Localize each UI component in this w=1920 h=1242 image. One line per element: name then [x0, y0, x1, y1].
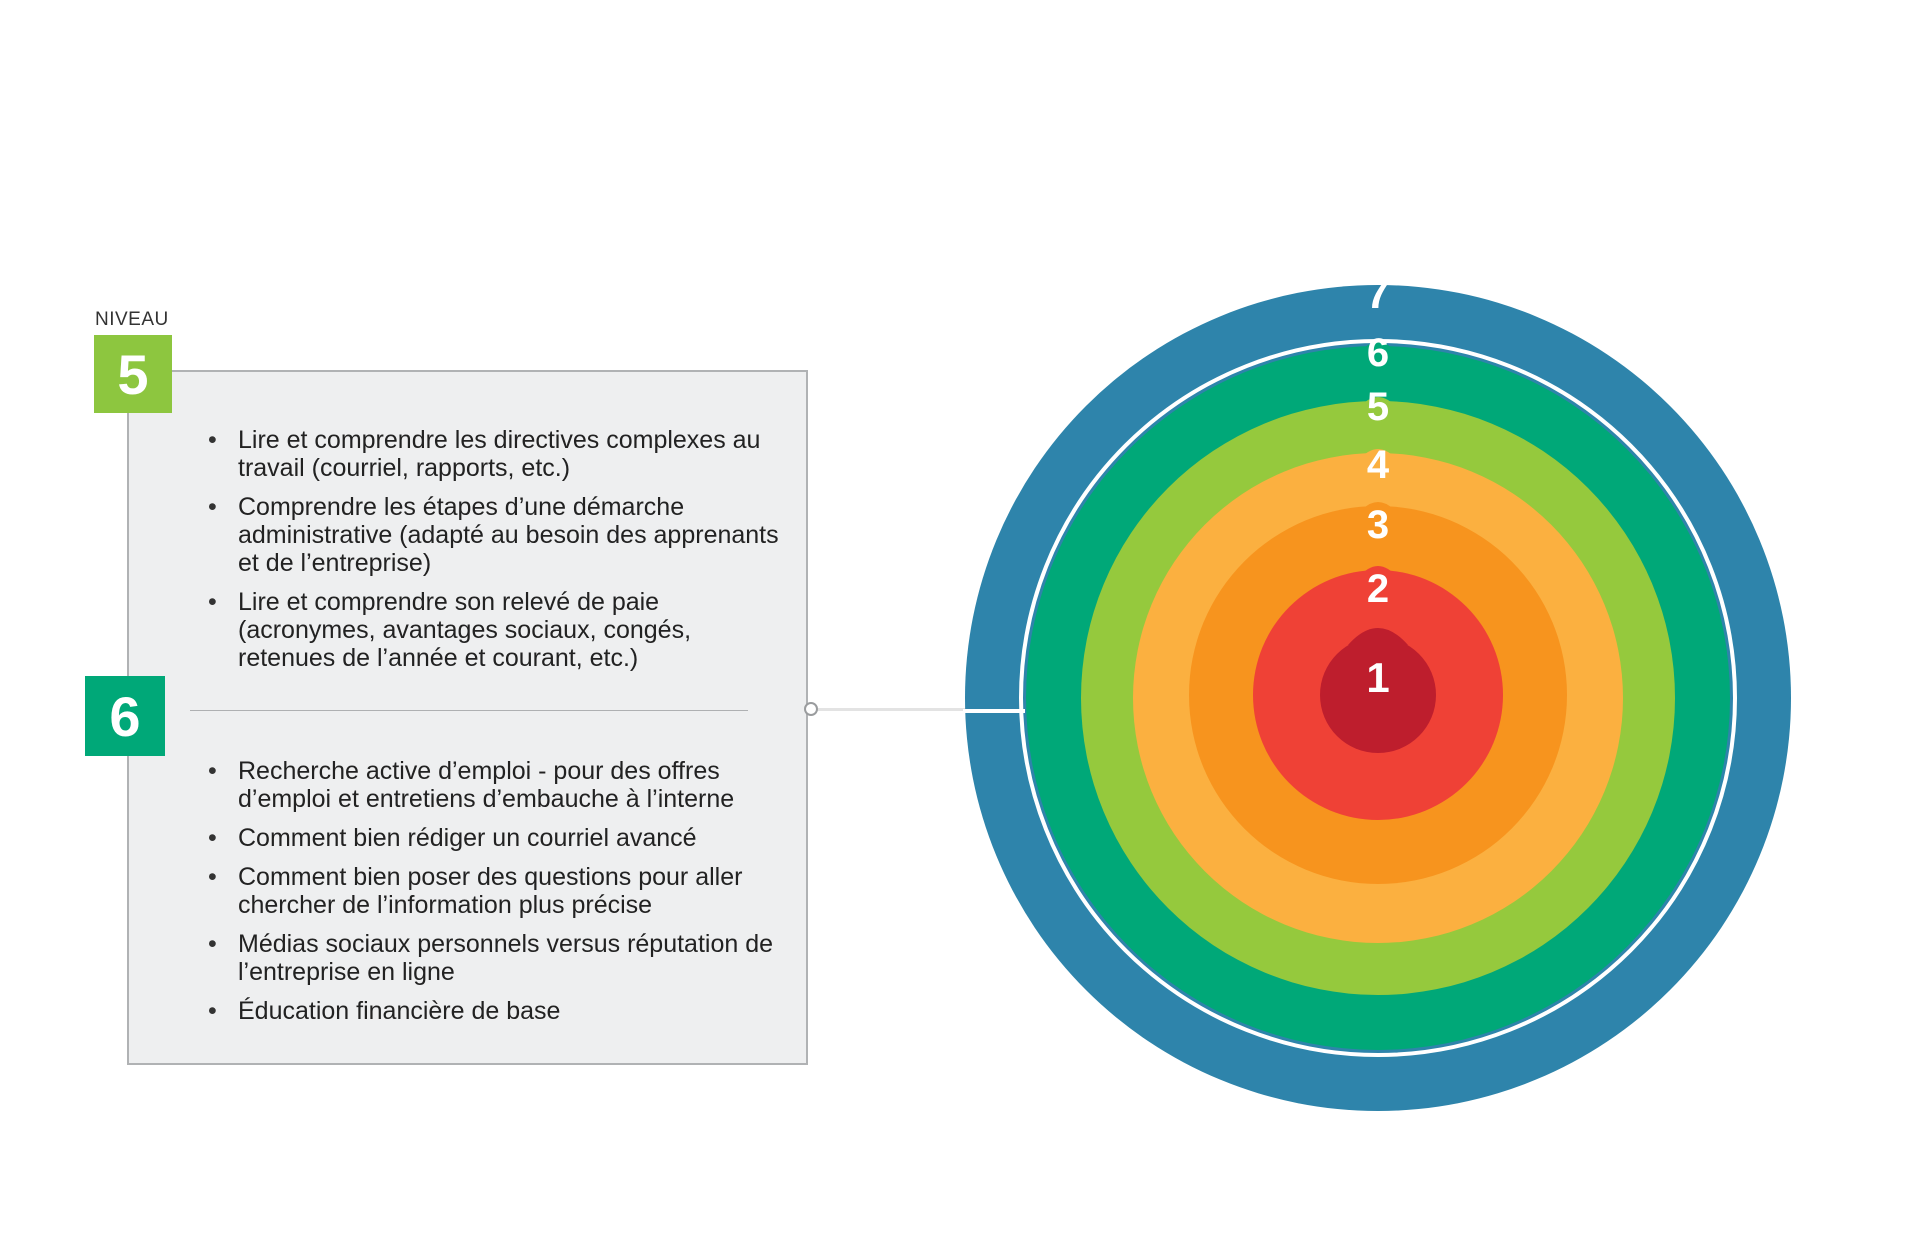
ring-label-6: 6 — [1367, 331, 1389, 375]
ring-level-1 — [1320, 637, 1436, 753]
ring-label-2: 2 — [1367, 567, 1389, 611]
list-item: Lire et comprendre les directives comple… — [200, 426, 790, 482]
list-item: Éducation financière de base — [200, 997, 790, 1025]
list-item: Lire et comprendre son relevé de paie (a… — [200, 588, 790, 672]
niveau-label: NIVEAU — [95, 309, 169, 330]
level-6-badge: 6 — [85, 676, 165, 756]
ring-pointer-2 — [1358, 566, 1398, 578]
level-5-badge: 5 — [94, 335, 172, 413]
level-divider — [190, 710, 748, 711]
level-6-list: Recherche active d’emploi - pour des off… — [200, 757, 790, 1036]
ring-label-7: 7 — [1366, 269, 1390, 318]
list-item: Comment bien poser des questions pour al… — [200, 863, 790, 919]
ring-pointer-3 — [1358, 502, 1398, 514]
list-item: Comprendre les étapes d’une démarche adm… — [200, 493, 790, 577]
ring-pointer-4 — [1358, 449, 1398, 461]
level-5-list: Lire et comprendre les directives comple… — [200, 426, 790, 683]
list-item: Médias sociaux personnels versus réputat… — [200, 930, 790, 986]
list-item: Comment bien rédiger un courriel avancé — [200, 824, 790, 852]
connector-line — [817, 708, 1023, 711]
ring-label-5: 5 — [1367, 385, 1389, 429]
connector-dot — [804, 702, 818, 716]
ring-connector-tick — [963, 709, 1025, 713]
ring-pointer-6 — [1358, 342, 1398, 354]
ring-label-4: 4 — [1367, 443, 1390, 487]
ring-pointer-5 — [1358, 397, 1398, 409]
ring-label-1: 1 — [1366, 654, 1389, 701]
ring-label-3: 3 — [1367, 503, 1389, 547]
ring-separator — [1019, 339, 1737, 1057]
ring-pointer-1 — [1348, 628, 1408, 645]
list-item: Recherche active d’emploi - pour des off… — [200, 757, 790, 813]
